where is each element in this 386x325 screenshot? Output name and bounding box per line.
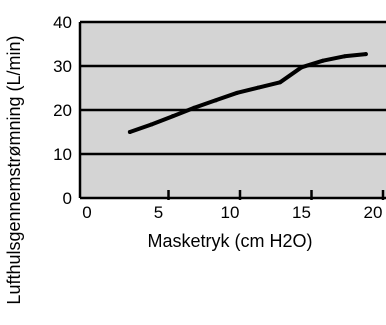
data-point (213, 98, 218, 103)
y-tick-label-40: 40 (53, 13, 72, 32)
data-point (278, 80, 283, 85)
y-axis-title: Lufthulsgennemstrømning (L/min) (4, 35, 24, 304)
data-point (127, 130, 132, 134)
data-point (192, 105, 197, 110)
axes (78, 22, 386, 200)
y-tick-label-10: 10 (53, 145, 72, 164)
x-ticks: 0 5 10 15 20 (82, 190, 385, 222)
y-tick-label-30: 30 (53, 57, 72, 76)
x-tick-label-15: 15 (292, 203, 311, 222)
x-tick-label-0: 0 (82, 203, 91, 222)
series-line (127, 52, 368, 134)
y-tick-label-0: 0 (63, 189, 72, 208)
data-point (363, 52, 368, 57)
x-tick-label-20: 20 (364, 203, 383, 222)
x-tick-label-5: 5 (154, 203, 163, 222)
data-point (235, 90, 240, 95)
series (127, 52, 368, 134)
y-ticks: 0 10 20 30 40 (53, 13, 72, 208)
data-point (299, 65, 304, 70)
gridlines (80, 20, 386, 156)
data-point (256, 85, 261, 90)
x-axis-title: Masketryk (cm H2O) (147, 231, 312, 251)
data-point (170, 114, 175, 119)
x-tick-label-10: 10 (221, 203, 240, 222)
data-point (320, 58, 325, 63)
data-point (342, 54, 347, 59)
data-point (149, 122, 154, 127)
y-tick-label-20: 20 (53, 101, 72, 120)
